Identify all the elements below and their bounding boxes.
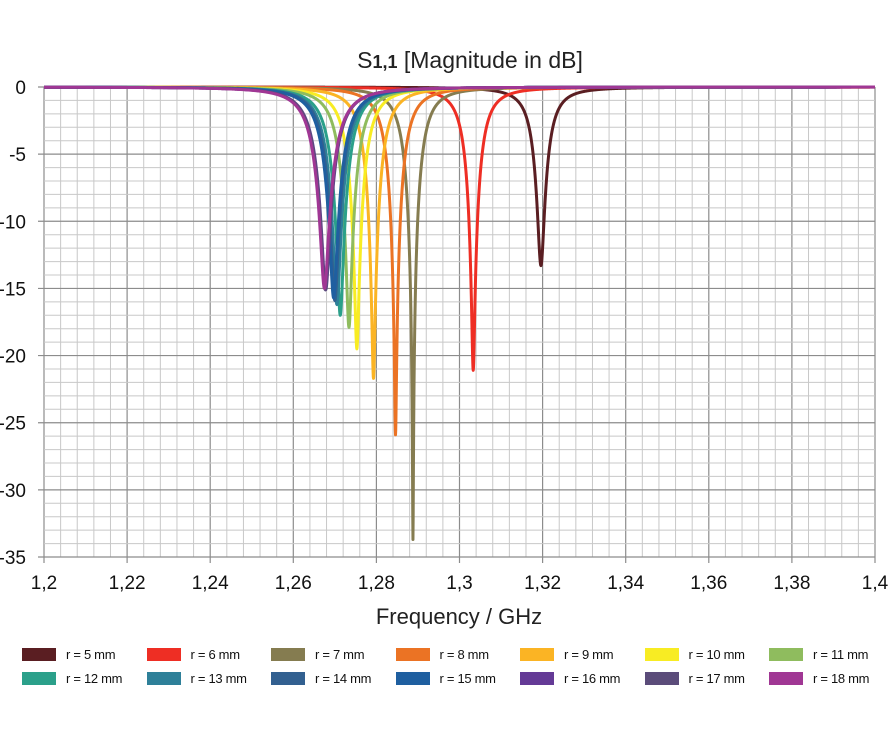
legend-item: r = 11 mm (769, 646, 891, 662)
chart-title: S1,1 [Magnitude in dB] (357, 47, 583, 73)
legend-label: r = 14 mm (315, 670, 372, 686)
legend-swatch (271, 671, 305, 685)
x-tick-label: 1,38 (773, 573, 810, 594)
legend-swatch (22, 671, 56, 685)
y-axis-ticks: 0 -5 -10 -15 -20 -25 -30 -35 (0, 78, 26, 569)
legend-label: r = 7 mm (315, 646, 365, 662)
x-axis-label: Frequency / GHz (376, 604, 542, 629)
legend-label: r = 12 mm (66, 670, 123, 686)
legend-label: r = 18 mm (813, 670, 870, 686)
x-tick-label: 1,24 (192, 573, 229, 594)
x-tick-label: 1,28 (358, 573, 395, 594)
title-rest: [Magnitude in dB] (397, 47, 582, 73)
legend-label: r = 10 mm (688, 646, 745, 662)
legend-swatch (271, 647, 305, 661)
legend-item: r = 5 mm (22, 646, 147, 662)
legend-swatch (146, 647, 181, 661)
x-tick-label: 1,36 (690, 573, 727, 594)
s11-chart: S1,1 [Magnitude in dB] 0 -5 -10 -15 -20 -25 -3… (0, 47, 889, 629)
legend-swatch (395, 671, 430, 685)
legend-swatch (520, 647, 554, 661)
legend-swatch (644, 671, 679, 685)
legend-item: r = 7 mm (271, 646, 396, 662)
legend-item: r = 12 mm (22, 670, 147, 686)
x-tick-label: 1,34 (607, 573, 644, 594)
x-tick-label: 1,32 (524, 573, 561, 594)
legend: r = 5 mm r = 6 mm r = 7 mm r = 8 mm r = 9 mm… (22, 646, 891, 686)
y-tick-label: 0 (15, 78, 26, 99)
legend-item: r = 14 mm (271, 670, 396, 686)
legend-label: r = 5 mm (66, 646, 116, 662)
legend-item: r = 6 mm (146, 646, 272, 662)
y-tick-label: -20 (0, 347, 26, 368)
legend-label: r = 17 mm (688, 670, 745, 686)
x-tick-label: 1,2 (31, 573, 57, 594)
y-tick-label: -5 (9, 145, 26, 166)
legend-label: r = 6 mm (190, 646, 241, 662)
legend-swatch (22, 647, 56, 661)
legend-item: r = 13 mm (146, 670, 272, 686)
legend-item: r = 18 mm (769, 670, 891, 686)
title-main: S (357, 47, 372, 73)
series-line-18mm (42, 85, 877, 290)
legend-label: r = 13 mm (190, 670, 247, 686)
legend-swatch (520, 671, 554, 685)
x-tick-label: 1,4 (862, 573, 889, 594)
legend-label: r = 15 mm (439, 670, 496, 686)
y-tick-label: -15 (0, 279, 26, 300)
y-tick-label: -35 (0, 548, 26, 569)
legend-item: r = 17 mm (644, 670, 770, 686)
legend-swatch (769, 647, 803, 661)
x-tick-label: 1,3 (446, 573, 472, 594)
y-tick-label: -25 (0, 414, 26, 435)
legend-label: r = 16 mm (564, 670, 621, 686)
legend-label: r = 11 mm (813, 646, 869, 662)
legend-swatch (644, 647, 679, 661)
x-tick-label: 1,26 (275, 573, 312, 594)
grid (38, 86, 876, 563)
legend-swatch (395, 647, 430, 661)
title-subscript: 1,1 (372, 52, 397, 72)
legend-swatch (146, 671, 181, 685)
y-tick-label: -30 (0, 481, 26, 502)
legend-label: r = 9 mm (564, 646, 614, 662)
x-tick-label: 1,22 (109, 573, 146, 594)
legend-label: r = 8 mm (439, 646, 490, 662)
legend-swatch (769, 671, 803, 685)
legend-item: r = 15 mm (395, 670, 521, 686)
legend-item: r = 9 mm (520, 646, 645, 662)
y-tick-label: -10 (0, 212, 26, 233)
curves (42, 85, 877, 542)
x-axis-ticks: 1,2 1,22 1,24 1,26 1,28 1,3 1,32 1,34 1,36 1,38 1,… (31, 573, 889, 594)
legend-item: r = 8 mm (395, 646, 521, 662)
legend-item: r = 10 mm (644, 646, 770, 662)
legend-item: r = 16 mm (520, 670, 645, 686)
